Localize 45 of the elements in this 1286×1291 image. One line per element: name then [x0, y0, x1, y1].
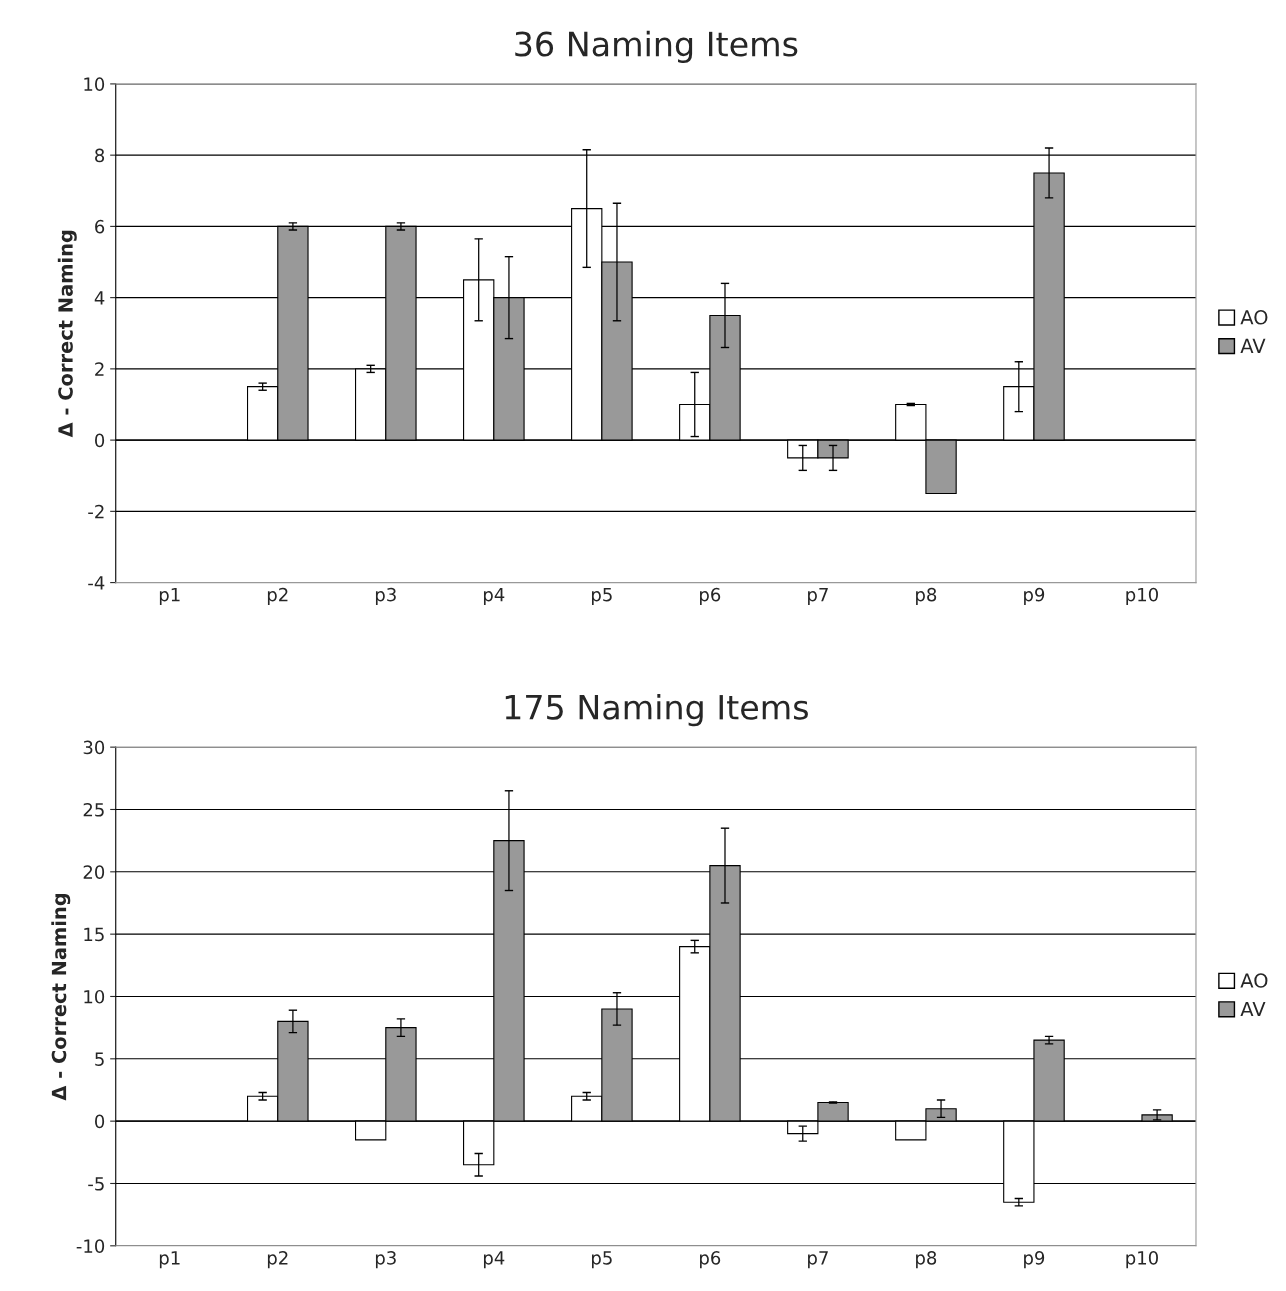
x-tick-label: p8 — [916, 1250, 937, 1269]
y-tick-label: -10 — [76, 1239, 105, 1253]
y-tick-label: -5 — [88, 1177, 104, 1191]
chart-title: 36 Naming Items — [515, 30, 798, 64]
x-tick-label: p3 — [375, 1250, 396, 1269]
x-tick-label: p2 — [267, 1250, 288, 1269]
y-tick-label: 2 — [95, 362, 104, 376]
legend-label: AV — [1240, 338, 1266, 353]
y-tick-label: 15 — [84, 927, 104, 942]
chart-title: 175 Naming Items — [505, 694, 808, 727]
x-tick-label: p3 — [375, 587, 396, 605]
y-tick-label: 20 — [83, 865, 105, 879]
y-tick-label: 10 — [84, 989, 105, 1004]
x-tick-label: p6 — [700, 1250, 721, 1269]
x-tick-label: p1 — [159, 1251, 180, 1269]
x-tick-label: p7 — [808, 588, 828, 605]
x-tick-label: p5 — [592, 1251, 612, 1269]
x-tick-label: p10 — [1126, 1250, 1158, 1269]
legend-label: AO — [1240, 973, 1268, 988]
x-tick-label: p7 — [808, 1251, 828, 1269]
y-tick-label: -2 — [88, 504, 104, 519]
y-axis-title: Δ - Correct Naming — [57, 230, 77, 438]
y-tick-label: 8 — [95, 148, 105, 163]
x-tick-label: p4 — [483, 588, 505, 605]
x-tick-label: p9 — [1024, 587, 1045, 605]
legend-label: AO — [1240, 309, 1268, 325]
x-tick-label: p9 — [1024, 1250, 1045, 1269]
y-tick-label: -4 — [88, 576, 105, 590]
y-axis-title: Δ - Correct Naming — [51, 893, 71, 1101]
y-tick-label: 25 — [83, 802, 104, 817]
y-tick-label: 0 — [95, 1114, 105, 1129]
y-tick-label: 30 — [83, 740, 105, 755]
x-tick-label: p4 — [483, 1251, 505, 1269]
x-tick-label: p2 — [267, 587, 288, 605]
y-tick-label: 10 — [84, 77, 105, 92]
x-tick-label: p6 — [700, 587, 721, 605]
y-tick-label: 6 — [95, 219, 105, 234]
x-tick-label: p10 — [1126, 587, 1158, 605]
legend-label: AV — [1240, 1001, 1266, 1017]
y-tick-label: 4 — [94, 291, 105, 305]
x-tick-label: p1 — [159, 588, 180, 605]
x-tick-label: p5 — [592, 588, 612, 605]
y-tick-label: 5 — [95, 1052, 104, 1066]
y-tick-label: 0 — [95, 433, 105, 448]
x-tick-label: p8 — [916, 587, 937, 605]
